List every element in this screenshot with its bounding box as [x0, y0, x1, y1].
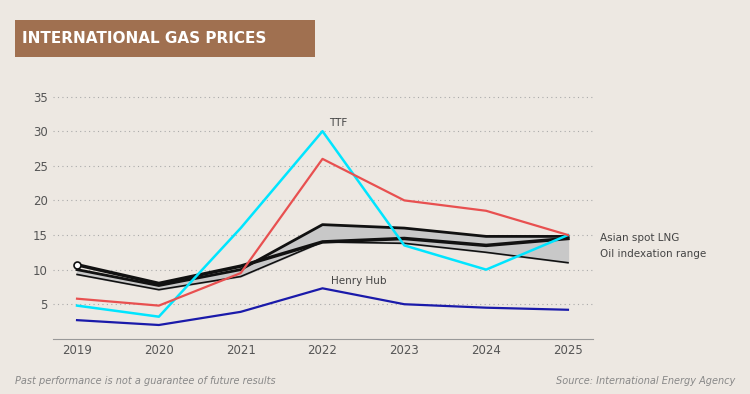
Text: TTF: TTF	[329, 118, 347, 128]
Text: Henry Hub: Henry Hub	[331, 276, 386, 286]
Text: Past performance is not a guarantee of future results: Past performance is not a guarantee of f…	[15, 376, 276, 386]
Text: Source: International Energy Agency: Source: International Energy Agency	[556, 376, 735, 386]
Text: Asian spot LNG: Asian spot LNG	[600, 234, 680, 243]
Text: INTERNATIONAL GAS PRICES: INTERNATIONAL GAS PRICES	[22, 31, 267, 46]
Text: Oil indexation range: Oil indexation range	[600, 249, 706, 259]
